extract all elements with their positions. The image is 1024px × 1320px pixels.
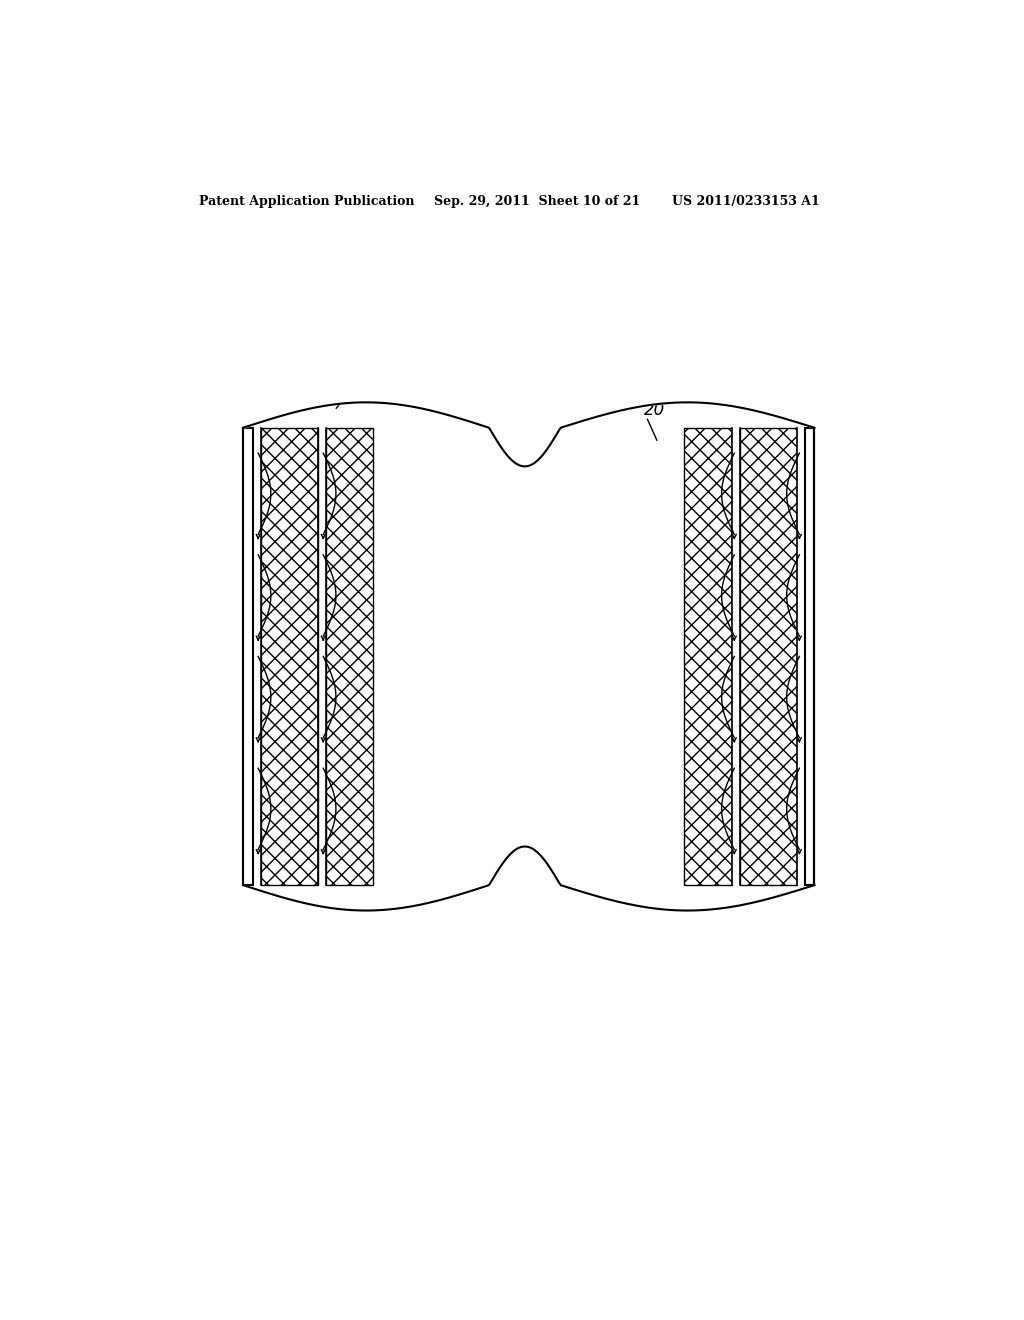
Bar bbox=[243, 428, 253, 886]
Text: 20: 20 bbox=[644, 400, 666, 418]
Text: FIG. 12: FIG. 12 bbox=[384, 998, 539, 1036]
Bar bbox=[253, 428, 260, 886]
Bar bbox=[260, 428, 317, 886]
Bar bbox=[805, 428, 814, 886]
Bar bbox=[732, 428, 740, 886]
Text: Sep. 29, 2011  Sheet 10 of 21: Sep. 29, 2011 Sheet 10 of 21 bbox=[433, 194, 640, 207]
Bar bbox=[797, 428, 805, 886]
Bar bbox=[373, 428, 489, 886]
Polygon shape bbox=[489, 428, 560, 886]
Text: 19: 19 bbox=[565, 350, 587, 368]
Text: 5: 5 bbox=[388, 335, 399, 354]
Bar bbox=[317, 428, 326, 886]
Bar bbox=[560, 428, 684, 886]
Text: US 2011/0233153 A1: US 2011/0233153 A1 bbox=[672, 194, 819, 207]
Bar bbox=[740, 428, 797, 886]
Text: Patent Application Publication: Patent Application Publication bbox=[200, 194, 415, 207]
Text: 22: 22 bbox=[473, 343, 495, 360]
Bar bbox=[326, 428, 373, 886]
Bar bbox=[684, 428, 732, 886]
Text: 21: 21 bbox=[600, 347, 622, 366]
